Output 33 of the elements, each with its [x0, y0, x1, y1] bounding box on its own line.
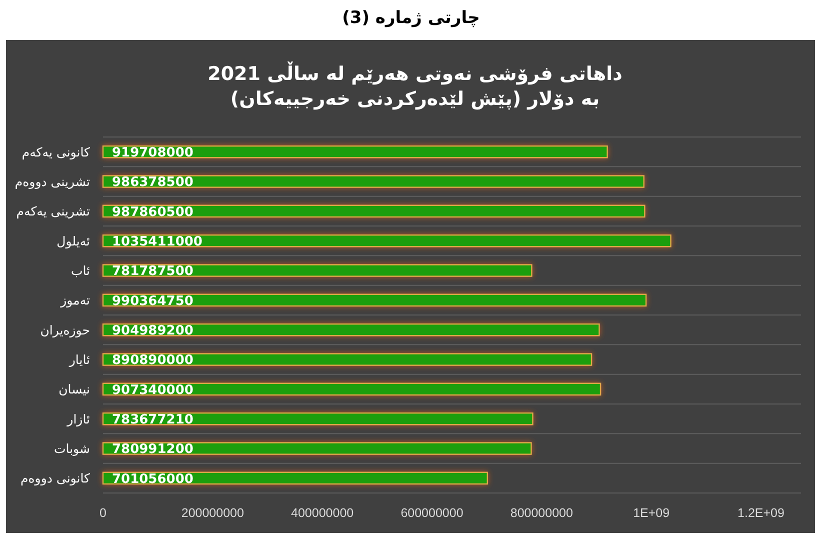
data-label: 987860500 — [112, 204, 194, 220]
tick-label: 600000000 — [400, 506, 464, 520]
annotation: چارتی ژمارە (3) — [342, 8, 480, 28]
data-label: 890890000 — [112, 353, 194, 368]
category-label: ئایار — [69, 352, 90, 367]
category-label: تشرینی یەکەم — [16, 204, 90, 219]
data-label: 986378500 — [112, 175, 194, 190]
tick-label: 1.2E+09 — [738, 506, 784, 520]
data-label: 701056000 — [112, 472, 194, 487]
title: داهاتی فرۆشی نەوتی هەرێم لە ساڵی 2021 بە دۆلار (پێش لێدەرکردنی خەرجییەکان) — [208, 63, 622, 110]
tick-label: 400000000 — [291, 506, 354, 520]
data-label: 904989200 — [112, 323, 194, 338]
category-label: شوبات — [54, 441, 90, 456]
data-label: 919708000 — [112, 145, 194, 160]
tick-label: 0 — [100, 506, 106, 520]
data-label: 990364750 — [112, 294, 194, 309]
data-label: 907340000 — [112, 382, 194, 398]
tick-label: 200000000 — [181, 506, 244, 520]
data-label: 1035411000 — [112, 234, 202, 250]
tick-label: 800000000 — [510, 506, 573, 520]
category-label: ئەیلول — [56, 233, 90, 248]
tick-label: 1E+09 — [633, 506, 670, 520]
category-label: تەموز — [60, 292, 90, 308]
category-label: نیسان — [58, 382, 90, 397]
category-label: ئاب — [70, 263, 90, 278]
data-label: 780991200 — [112, 442, 194, 458]
category-label: حوزەیران — [40, 322, 90, 338]
category-label: تشرینی دووەم — [14, 174, 90, 189]
category-label: کانونی یەکەم — [22, 144, 90, 160]
data-label: 783677210 — [112, 412, 194, 428]
category-label: ئازار — [67, 411, 90, 426]
data-label: 781787500 — [112, 264, 194, 280]
category-label: کانونی دووەم — [20, 470, 90, 486]
